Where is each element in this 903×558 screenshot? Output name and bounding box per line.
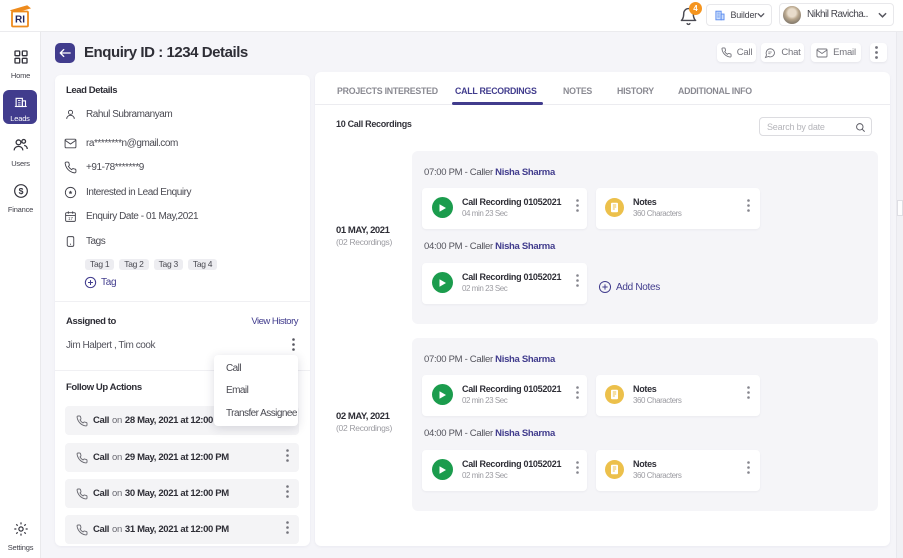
svg-text:RI: RI bbox=[15, 15, 25, 26]
svg-text:$: $ bbox=[18, 186, 23, 196]
svg-text:17: 17 bbox=[68, 216, 73, 221]
